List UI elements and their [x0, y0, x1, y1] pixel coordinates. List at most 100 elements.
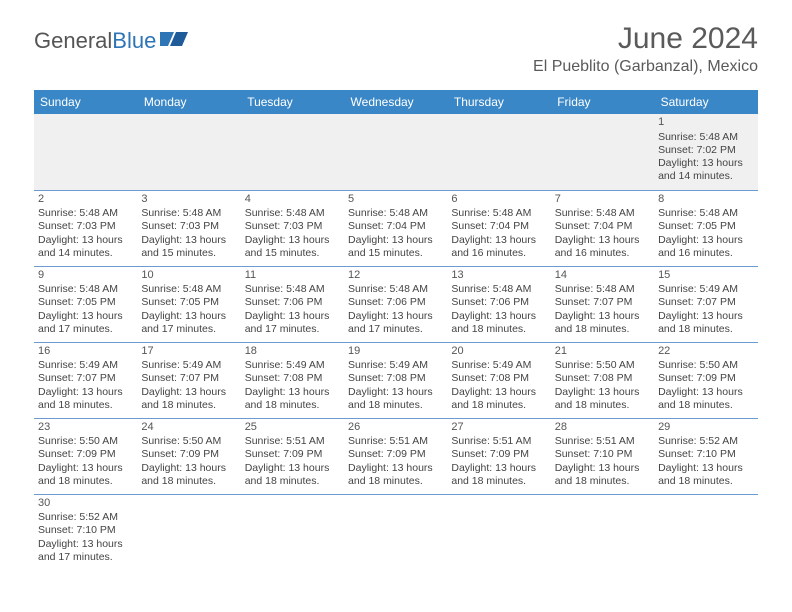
- sunrise-line: Sunrise: 5:48 AM: [348, 207, 443, 220]
- daylight-line: Daylight: 13 hours: [451, 462, 546, 475]
- day-number: 27: [451, 421, 546, 435]
- daylight-line: Daylight: 13 hours: [658, 462, 753, 475]
- day-number: 5: [348, 193, 443, 207]
- calendar-cell: 18Sunrise: 5:49 AMSunset: 7:08 PMDayligh…: [241, 342, 344, 418]
- daylight-line: and 18 minutes.: [451, 323, 546, 336]
- daylight-line: and 18 minutes.: [245, 399, 340, 412]
- sunset-line: Sunset: 7:08 PM: [245, 372, 340, 385]
- daylight-line: Daylight: 13 hours: [38, 386, 133, 399]
- daylight-line: Daylight: 13 hours: [38, 310, 133, 323]
- daylight-line: and 18 minutes.: [348, 475, 443, 488]
- day-number: 17: [141, 345, 236, 359]
- daylight-line: Daylight: 13 hours: [348, 462, 443, 475]
- day-number: 4: [245, 193, 340, 207]
- daylight-line: and 18 minutes.: [348, 399, 443, 412]
- calendar-cell: [241, 494, 344, 570]
- calendar-cell: [654, 494, 757, 570]
- brand-logo: GeneralBlue: [34, 22, 188, 54]
- day-number: 22: [658, 345, 753, 359]
- sunrise-line: Sunrise: 5:48 AM: [245, 283, 340, 296]
- calendar-cell: 13Sunrise: 5:48 AMSunset: 7:06 PMDayligh…: [447, 266, 550, 342]
- calendar-cell: [344, 114, 447, 190]
- daylight-line: and 18 minutes.: [555, 323, 650, 336]
- day-number: 11: [245, 269, 340, 283]
- daylight-line: Daylight: 13 hours: [141, 310, 236, 323]
- calendar-cell: 14Sunrise: 5:48 AMSunset: 7:07 PMDayligh…: [551, 266, 654, 342]
- calendar-cell: 22Sunrise: 5:50 AMSunset: 7:09 PMDayligh…: [654, 342, 757, 418]
- daylight-line: and 18 minutes.: [658, 323, 753, 336]
- daylight-line: and 18 minutes.: [38, 399, 133, 412]
- day-number: 24: [141, 421, 236, 435]
- daylight-line: and 18 minutes.: [555, 475, 650, 488]
- calendar-cell: 15Sunrise: 5:49 AMSunset: 7:07 PMDayligh…: [654, 266, 757, 342]
- dow-header: Sunday: [34, 90, 137, 114]
- daylight-line: and 16 minutes.: [658, 247, 753, 260]
- daylight-line: and 18 minutes.: [555, 399, 650, 412]
- day-number: 16: [38, 345, 133, 359]
- calendar-cell: 1Sunrise: 5:48 AMSunset: 7:02 PMDaylight…: [654, 114, 757, 190]
- sunrise-line: Sunrise: 5:48 AM: [141, 283, 236, 296]
- daylight-line: Daylight: 13 hours: [555, 386, 650, 399]
- day-number: 3: [141, 193, 236, 207]
- daylight-line: Daylight: 13 hours: [451, 234, 546, 247]
- daylight-line: and 17 minutes.: [38, 551, 133, 564]
- daylight-line: and 18 minutes.: [451, 399, 546, 412]
- day-number: 25: [245, 421, 340, 435]
- location: El Pueblito (Garbanzal), Mexico: [533, 58, 758, 76]
- day-number: 12: [348, 269, 443, 283]
- sunrise-line: Sunrise: 5:51 AM: [451, 435, 546, 448]
- calendar-cell: 23Sunrise: 5:50 AMSunset: 7:09 PMDayligh…: [34, 418, 137, 494]
- sunrise-line: Sunrise: 5:50 AM: [658, 359, 753, 372]
- day-number: 28: [555, 421, 650, 435]
- daylight-line: and 14 minutes.: [658, 170, 753, 183]
- calendar-cell: 30Sunrise: 5:52 AMSunset: 7:10 PMDayligh…: [34, 494, 137, 570]
- sunset-line: Sunset: 7:08 PM: [451, 372, 546, 385]
- sunrise-line: Sunrise: 5:49 AM: [38, 359, 133, 372]
- sunset-line: Sunset: 7:09 PM: [451, 448, 546, 461]
- day-number: 30: [38, 497, 133, 511]
- sunset-line: Sunset: 7:09 PM: [38, 448, 133, 461]
- daylight-line: and 17 minutes.: [348, 323, 443, 336]
- sunrise-line: Sunrise: 5:49 AM: [658, 283, 753, 296]
- calendar-cell: [137, 494, 240, 570]
- daylight-line: and 18 minutes.: [451, 475, 546, 488]
- daylight-line: Daylight: 13 hours: [348, 310, 443, 323]
- sunrise-line: Sunrise: 5:49 AM: [451, 359, 546, 372]
- sunrise-line: Sunrise: 5:48 AM: [451, 207, 546, 220]
- sunrise-line: Sunrise: 5:50 AM: [555, 359, 650, 372]
- daylight-line: and 16 minutes.: [451, 247, 546, 260]
- day-number: 9: [38, 269, 133, 283]
- sunset-line: Sunset: 7:10 PM: [38, 524, 133, 537]
- calendar-cell: [551, 114, 654, 190]
- sunset-line: Sunset: 7:10 PM: [658, 448, 753, 461]
- calendar-cell: [551, 494, 654, 570]
- sunrise-line: Sunrise: 5:51 AM: [555, 435, 650, 448]
- calendar-cell: 25Sunrise: 5:51 AMSunset: 7:09 PMDayligh…: [241, 418, 344, 494]
- sunrise-line: Sunrise: 5:48 AM: [555, 283, 650, 296]
- calendar-cell: 11Sunrise: 5:48 AMSunset: 7:06 PMDayligh…: [241, 266, 344, 342]
- sunrise-line: Sunrise: 5:48 AM: [38, 283, 133, 296]
- sunrise-line: Sunrise: 5:52 AM: [658, 435, 753, 448]
- header: GeneralBlue June 2024 El Pueblito (Garba…: [0, 0, 792, 84]
- brand-part2: Blue: [112, 28, 156, 54]
- sunrise-line: Sunrise: 5:48 AM: [141, 207, 236, 220]
- calendar-cell: 28Sunrise: 5:51 AMSunset: 7:10 PMDayligh…: [551, 418, 654, 494]
- sunset-line: Sunset: 7:10 PM: [555, 448, 650, 461]
- daylight-line: Daylight: 13 hours: [245, 462, 340, 475]
- daylight-line: and 17 minutes.: [245, 323, 340, 336]
- daylight-line: and 18 minutes.: [141, 475, 236, 488]
- month-title: June 2024: [533, 22, 758, 56]
- daylight-line: Daylight: 13 hours: [348, 386, 443, 399]
- day-number: 21: [555, 345, 650, 359]
- daylight-line: Daylight: 13 hours: [658, 310, 753, 323]
- sunrise-line: Sunrise: 5:52 AM: [38, 511, 133, 524]
- daylight-line: Daylight: 13 hours: [141, 234, 236, 247]
- calendar-cell: 6Sunrise: 5:48 AMSunset: 7:04 PMDaylight…: [447, 190, 550, 266]
- sunset-line: Sunset: 7:06 PM: [245, 296, 340, 309]
- calendar-cell: [137, 114, 240, 190]
- sunrise-line: Sunrise: 5:49 AM: [245, 359, 340, 372]
- sunrise-line: Sunrise: 5:48 AM: [451, 283, 546, 296]
- sunset-line: Sunset: 7:06 PM: [348, 296, 443, 309]
- daylight-line: Daylight: 13 hours: [245, 386, 340, 399]
- sunset-line: Sunset: 7:03 PM: [141, 220, 236, 233]
